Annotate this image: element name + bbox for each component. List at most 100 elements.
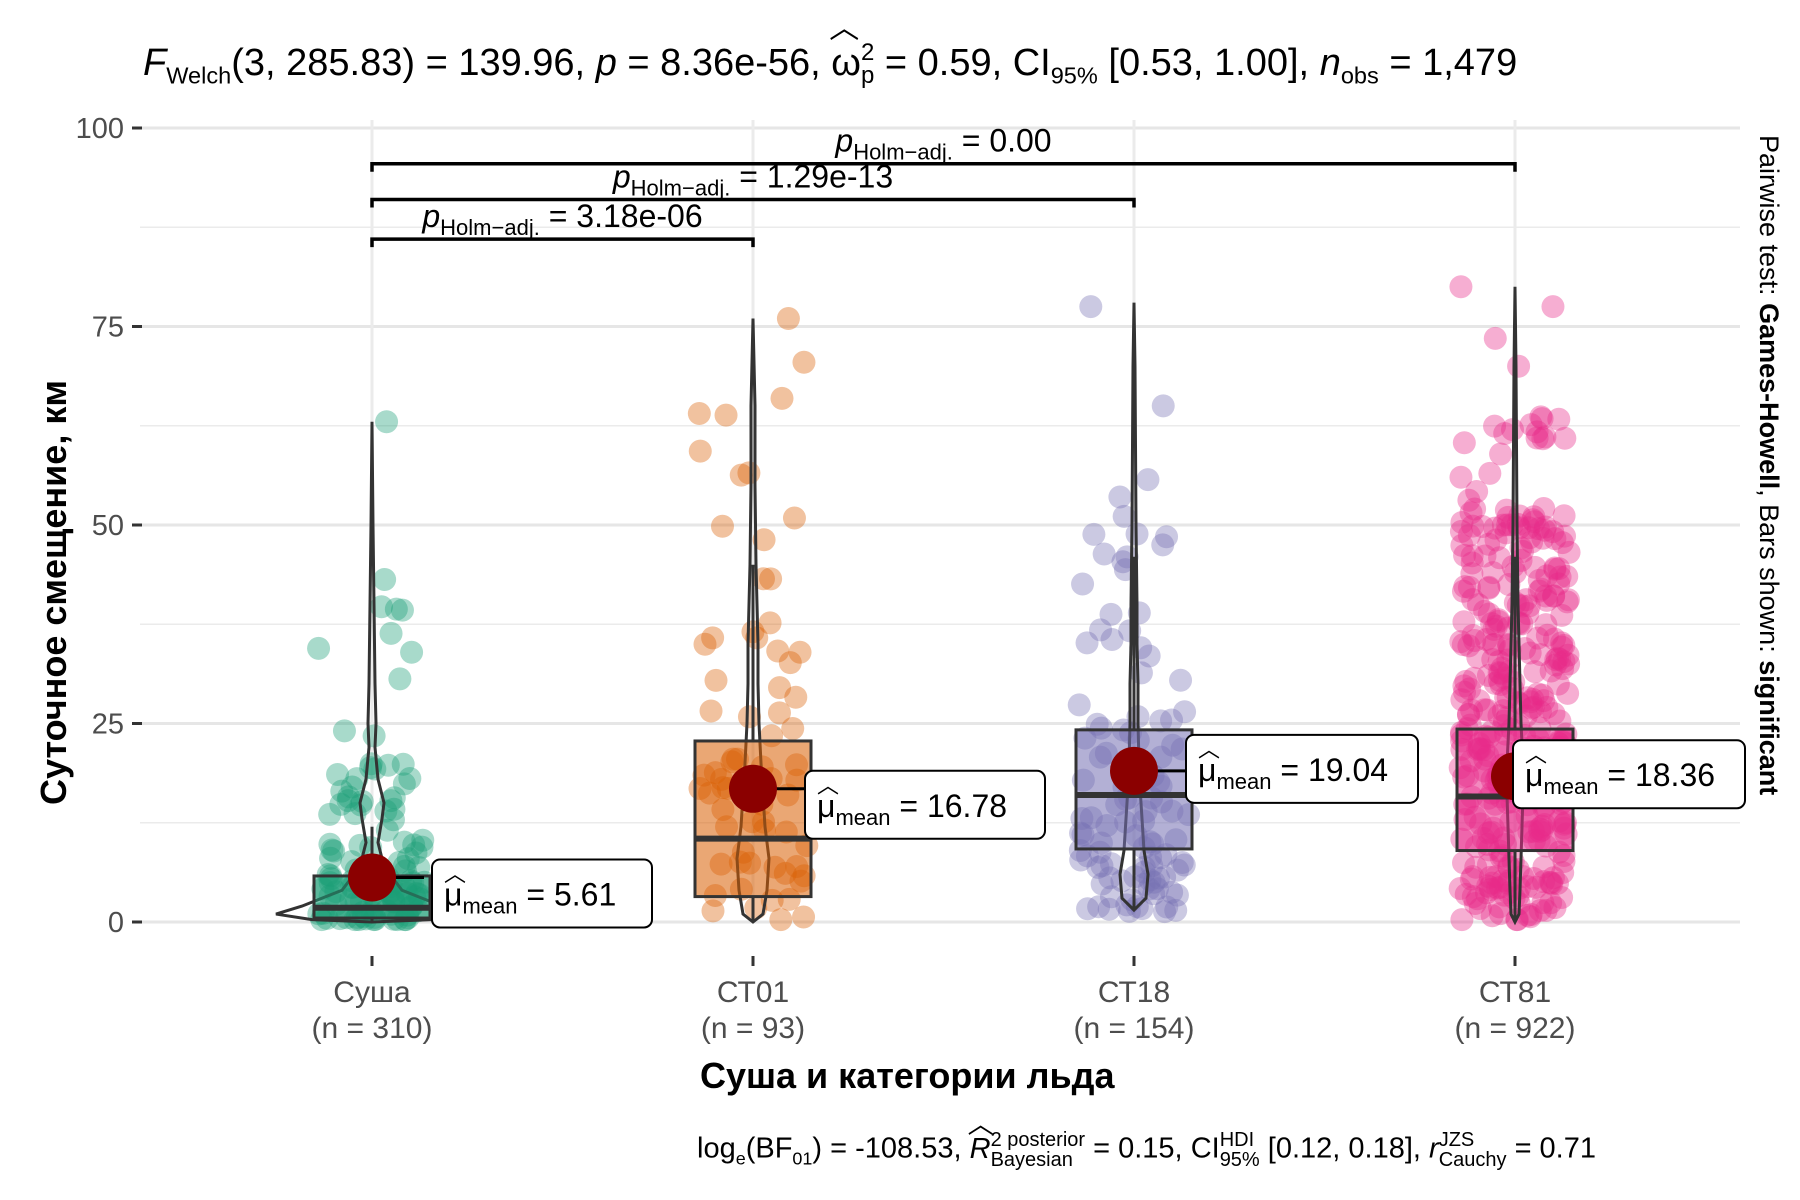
y-tick-label: 100 xyxy=(76,113,124,145)
mean-point xyxy=(729,765,777,813)
mean-point xyxy=(1110,747,1158,795)
data-point xyxy=(400,641,423,664)
y-tick-label: 50 xyxy=(92,510,124,542)
data-point xyxy=(1553,427,1576,450)
data-point xyxy=(375,410,398,433)
data-point xyxy=(1153,900,1176,923)
data-point xyxy=(1453,431,1476,454)
data-point xyxy=(1551,657,1574,680)
data-point xyxy=(1556,590,1579,613)
data-point xyxy=(792,906,815,929)
data-point xyxy=(770,387,793,410)
x-tick-label: СТ81 xyxy=(1479,976,1551,1009)
box xyxy=(695,741,811,897)
data-point xyxy=(700,699,723,722)
data-point xyxy=(1139,868,1162,891)
data-point xyxy=(1481,561,1504,584)
pairwise-brackets: pHolm−adj. = 3.18e-06pHolm−adj. = 1.29e-… xyxy=(372,123,1515,247)
data-point xyxy=(1454,670,1477,693)
data-point xyxy=(307,637,330,660)
data-point xyxy=(1082,523,1105,546)
data-point xyxy=(1136,468,1159,491)
x-axis: Суша(n = 310) СТ01(n = 93) СТ18(n = 154) СТ… xyxy=(312,956,1576,1045)
chart-caption: loge(BF01) = -108.53, ︿ R 2 posterior Bayes… xyxy=(697,1130,1596,1170)
x-tick-count: (n = 154) xyxy=(1074,1012,1195,1045)
mean-hat: ︿ xyxy=(444,861,466,886)
data-point xyxy=(783,507,806,530)
data-point xyxy=(1531,427,1554,450)
data-point xyxy=(1523,556,1546,579)
data-point xyxy=(1098,898,1121,921)
data-point xyxy=(1477,853,1500,876)
x-tick-count: (n = 93) xyxy=(701,1012,805,1045)
data-point xyxy=(1532,870,1555,893)
data-point xyxy=(688,402,711,425)
data-point xyxy=(329,793,352,816)
data-point xyxy=(1555,565,1578,588)
data-point xyxy=(388,667,411,690)
pairwise-test-label: Pairwise test: Games-Howell, Bars shown:… xyxy=(1755,135,1782,795)
data-point xyxy=(737,461,760,484)
x-tick-label: Суша xyxy=(333,976,411,1009)
data-point xyxy=(784,686,807,709)
data-point xyxy=(1449,466,1472,489)
data-point xyxy=(380,622,403,645)
data-point xyxy=(1071,573,1094,596)
pairwise-bracket xyxy=(372,164,1515,172)
data-point xyxy=(1489,443,1512,466)
data-point xyxy=(391,599,414,622)
y-tick-label: 25 xyxy=(92,709,124,741)
data-point xyxy=(1108,486,1131,509)
data-point xyxy=(1461,624,1484,647)
data-point xyxy=(1173,700,1196,723)
data-point xyxy=(715,404,738,427)
pairwise-bracket xyxy=(372,239,753,247)
data-point xyxy=(759,611,782,634)
y-tick-label: 0 xyxy=(108,907,124,939)
data-point xyxy=(1492,699,1515,722)
data-point xyxy=(1484,672,1507,695)
data-point xyxy=(1473,600,1496,623)
data-point xyxy=(1458,576,1481,599)
data-point xyxy=(766,639,789,662)
data-point xyxy=(1543,896,1566,919)
data-point xyxy=(402,833,425,856)
data-point xyxy=(781,717,804,740)
data-point xyxy=(1463,497,1486,520)
data-point xyxy=(373,568,396,591)
mean-hat: ︿ xyxy=(817,773,839,798)
y-tick-label: 75 xyxy=(92,312,124,344)
pairwise-label: pHolm−adj. = 3.18e-06 xyxy=(421,198,702,240)
data-point xyxy=(1531,684,1554,707)
x-axis-label: Суша и категории льда xyxy=(700,1058,1115,1094)
data-point xyxy=(1169,669,1192,692)
data-point xyxy=(711,515,734,538)
data-point xyxy=(1521,508,1544,531)
data-point xyxy=(1068,693,1091,716)
data-point xyxy=(1484,327,1507,350)
x-tick-count: (n = 310) xyxy=(312,1012,433,1045)
y-axis: 0 25 50 75 100 xyxy=(76,113,142,939)
data-point xyxy=(792,351,815,374)
data-point xyxy=(1513,637,1536,660)
data-point xyxy=(689,440,712,463)
data-point xyxy=(1507,355,1530,378)
data-point xyxy=(1556,682,1579,705)
mean-point xyxy=(348,853,396,901)
x-tick-label: СТ18 xyxy=(1098,976,1170,1009)
data-point xyxy=(1152,394,1175,417)
data-point xyxy=(1171,851,1194,874)
data-point xyxy=(1541,520,1564,543)
data-point xyxy=(759,567,782,590)
x-tick-label: СТ01 xyxy=(717,976,789,1009)
data-point xyxy=(1476,874,1499,897)
data-point xyxy=(777,307,800,330)
data-point xyxy=(1079,295,1102,318)
mean-hat: ︿ xyxy=(1198,737,1220,762)
data-point xyxy=(1461,544,1484,567)
data-point xyxy=(1449,275,1472,298)
data-point xyxy=(1541,295,1564,318)
x-tick-count: (n = 922) xyxy=(1455,1012,1576,1045)
